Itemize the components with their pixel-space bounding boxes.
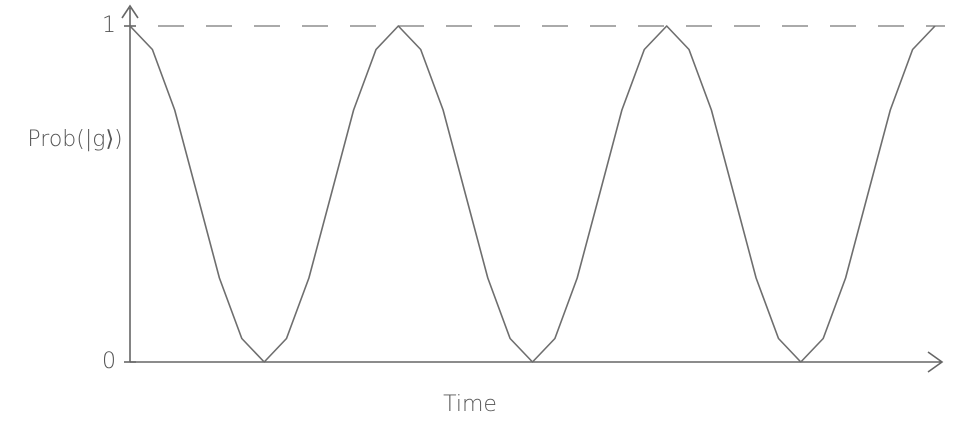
y-axis-label: Prob(|g⟩): [27, 127, 122, 152]
data-line: [129, 25, 936, 363]
y-tick-label: 0: [102, 349, 116, 374]
x-axis: [130, 351, 944, 373]
y-axis: [121, 4, 139, 362]
x-axis-label: Time: [443, 392, 497, 417]
y-tick-label: 1: [102, 13, 116, 38]
